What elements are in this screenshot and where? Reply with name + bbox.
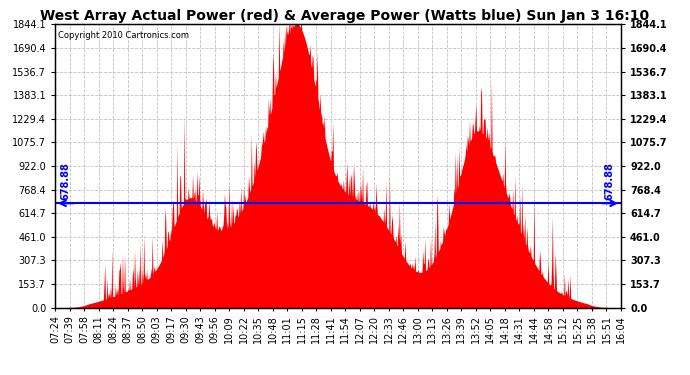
Text: West Array Actual Power (red) & Average Power (Watts blue) Sun Jan 3 16:10: West Array Actual Power (red) & Average … xyxy=(41,9,649,23)
Text: Copyright 2010 Cartronics.com: Copyright 2010 Cartronics.com xyxy=(58,32,189,40)
Text: 678.88: 678.88 xyxy=(61,162,71,200)
Text: 678.88: 678.88 xyxy=(604,162,615,200)
